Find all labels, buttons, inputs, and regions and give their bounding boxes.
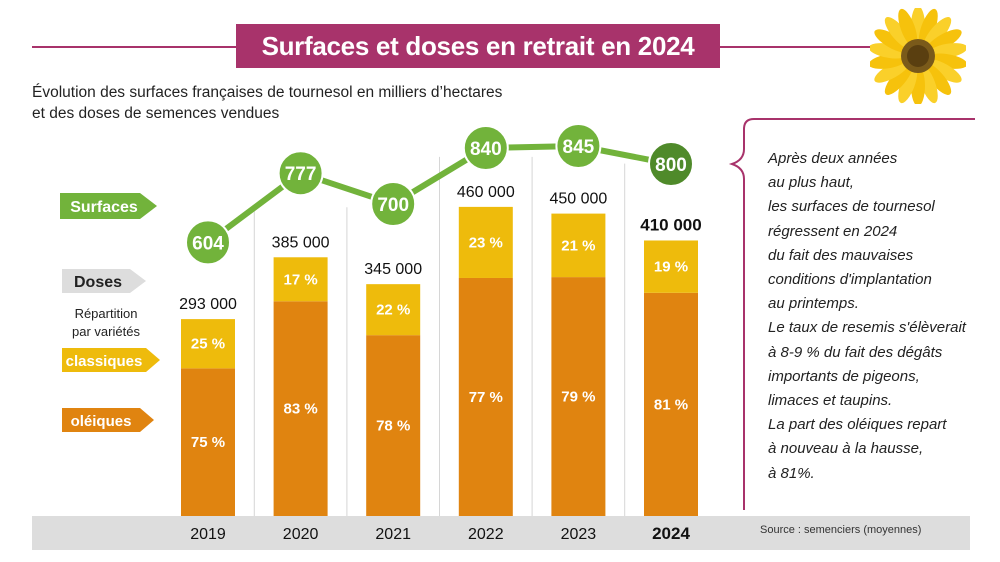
legend-doses-label: Doses <box>74 274 122 291</box>
x-tick-2019: 2019 <box>190 526 226 543</box>
label-classiques-2019: 25 % <box>191 336 225 353</box>
surfaces-label-2024: 800 <box>655 155 687 176</box>
label-classiques-2023: 21 % <box>561 237 595 254</box>
surfaces-label-2021: 700 <box>377 195 409 216</box>
x-tick-2022: 2022 <box>468 526 504 543</box>
note-line: au plus haut, <box>768 171 978 195</box>
note-line: à 8-9 % du fait des dégâts <box>768 341 978 365</box>
surfaces-label-2020: 777 <box>285 164 317 185</box>
label-classiques-2021: 22 % <box>376 302 410 319</box>
surfaces-label-2022: 840 <box>470 139 502 160</box>
plot-area: 75 % 25 % 293 000 2019 83 % 17 % 385 000 2020 78… <box>179 124 702 543</box>
sunflower-center-inner <box>907 45 929 67</box>
label-oleiques-2019: 75 % <box>191 434 225 451</box>
note-line: à nouveau à la hausse, <box>768 437 978 461</box>
legend-oleiques-label: oléiques <box>71 413 132 430</box>
note-line: Après deux années <box>768 147 978 171</box>
legend-surfaces-label: Surfaces <box>70 199 138 216</box>
surfaces-label-2019: 604 <box>192 233 224 254</box>
label-oleiques-2024: 81 % <box>654 396 688 413</box>
surfaces-label-2023: 845 <box>563 137 595 158</box>
legend-classiques-label: classiques <box>66 353 143 370</box>
label-oleiques-2020: 83 % <box>283 401 317 418</box>
doses-label-2021: 345 000 <box>364 261 422 278</box>
source-note: Source : semenciers (moyennes) <box>760 524 921 536</box>
x-tick-2020: 2020 <box>283 526 319 543</box>
note-line: à 81%. <box>768 462 978 486</box>
label-classiques-2024: 19 % <box>654 259 688 276</box>
doses-label-2024: 410 000 <box>640 215 701 234</box>
x-tick-2023: 2023 <box>561 526 597 543</box>
label-classiques-2020: 17 % <box>283 271 317 288</box>
legend-oleiques: oléiques <box>62 408 154 432</box>
legend-repartition-1: Répartition <box>75 306 138 321</box>
note-line: régressent en 2024 <box>768 220 978 244</box>
note-line: les surfaces de tournesol <box>768 195 978 219</box>
doses-label-2020: 385 000 <box>272 234 330 251</box>
label-oleiques-2021: 78 % <box>376 418 410 435</box>
note-line: limaces et taupins. <box>768 389 978 413</box>
doses-label-2022: 460 000 <box>457 184 515 201</box>
doses-label-2023: 450 000 <box>549 191 607 208</box>
label-oleiques-2022: 77 % <box>469 389 503 406</box>
label-oleiques-2023: 79 % <box>561 389 595 406</box>
note-line: au printemps. <box>768 292 978 316</box>
x-tick-2021: 2021 <box>375 526 411 543</box>
note-line: importants de pigeons, <box>768 365 978 389</box>
note-text: Après deux années au plus haut, les surfac… <box>768 147 978 486</box>
doses-label-2019: 293 000 <box>179 296 237 313</box>
note-line: Le taux de resemis s'élèverait <box>768 316 978 340</box>
note-line: conditions d'implantation <box>768 268 978 292</box>
legend-surfaces: Surfaces <box>60 193 157 219</box>
note-line: du fait des mauvaises <box>768 244 978 268</box>
label-classiques-2022: 23 % <box>469 234 503 251</box>
note-line: La part des oléiques repart <box>768 413 978 437</box>
legend-repartition-2: par variétés <box>72 324 140 339</box>
x-tick-2024: 2024 <box>652 524 690 543</box>
legend-classiques: classiques <box>62 348 160 372</box>
sunflower-icon <box>870 8 966 104</box>
legend-doses: Doses <box>62 269 146 293</box>
